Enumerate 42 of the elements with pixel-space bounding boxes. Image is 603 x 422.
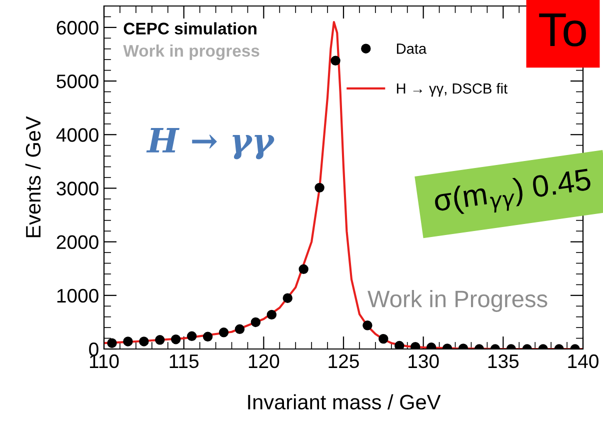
x-tick-label: 130	[408, 354, 439, 368]
annotation: Work in Progress	[368, 290, 548, 312]
point	[282, 293, 292, 303]
point	[314, 182, 324, 193]
annotation: σ(m$_{γγ}$) 0.45	[433, 168, 593, 221]
y-tick-label: 3000	[56, 182, 98, 196]
point	[378, 334, 388, 344]
point	[107, 338, 117, 348]
x-axis-title: Invariant mass / GeV	[248, 394, 441, 410]
point	[234, 324, 245, 334]
point	[330, 56, 340, 66]
x-tick-label: 120	[248, 354, 280, 368]
point	[266, 310, 277, 320]
point	[250, 317, 261, 328]
point	[202, 332, 213, 342]
point	[155, 335, 165, 345]
y-axis-title: Events / GeV	[25, 116, 41, 238]
y-tick-label: 4000	[56, 128, 98, 142]
annotation: H → γγ	[146, 128, 274, 160]
point	[362, 320, 372, 330]
annotation: Work in progress	[123, 44, 260, 60]
legend-label: H → γγ, DSCB fit	[396, 82, 508, 97]
point	[123, 336, 133, 346]
x-tick-label: 140	[568, 354, 598, 368]
annotation: To	[539, 13, 586, 46]
point	[139, 336, 149, 346]
x-tick-label: 115	[170, 354, 199, 368]
point	[186, 331, 197, 341]
point	[394, 340, 404, 349]
x-tick-label: 110	[90, 354, 119, 368]
y-tick-label: 2000	[56, 235, 98, 250]
point	[218, 328, 229, 338]
point	[298, 264, 308, 274]
y-tick-label: 0	[89, 342, 98, 356]
y-tick-label: 5000	[56, 74, 98, 88]
y-tick-label: 6000	[56, 20, 98, 35]
annotation: CEPC simulation	[124, 22, 256, 34]
point	[170, 334, 181, 344]
x-tick-label: 135	[488, 354, 519, 368]
y-tick-label: 1000	[57, 288, 98, 303]
x-tick-label: 125	[328, 354, 359, 368]
legend-label: Data	[396, 44, 427, 54]
